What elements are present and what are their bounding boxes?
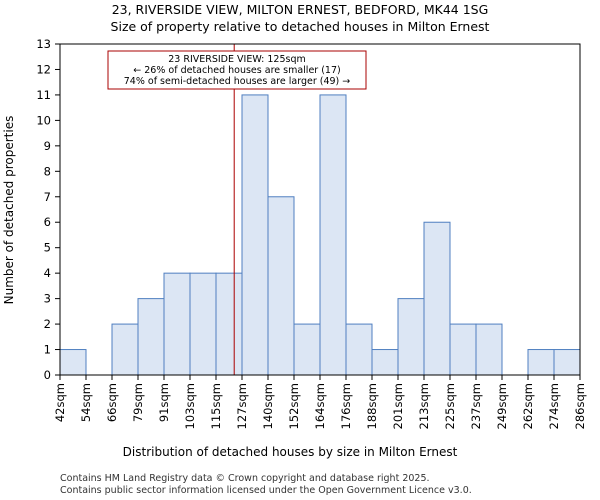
bar-262sqm xyxy=(527,349,555,376)
chart-title: 23, RIVERSIDE VIEW, MILTON ERNEST, BEDFO… xyxy=(112,2,489,17)
x-tick-label: 249sqm xyxy=(495,383,509,429)
y-tick-label: 8 xyxy=(44,164,51,178)
bar-103sqm xyxy=(189,272,217,376)
x-tick-label: 237sqm xyxy=(469,383,483,429)
x-tick-label: 115sqm xyxy=(209,383,223,429)
bar-152sqm xyxy=(293,323,321,376)
bar-79sqm xyxy=(137,298,165,376)
annotation-line-3: 74% of semi-detached houses are larger (… xyxy=(124,76,351,87)
y-tick-label: 5 xyxy=(44,241,51,255)
annotation-box: 23 RIVERSIDE VIEW: 125sqm ← 26% of detac… xyxy=(107,50,367,90)
bar-188sqm xyxy=(371,349,399,376)
x-tick-label: 262sqm xyxy=(521,383,535,429)
bar-66sqm xyxy=(111,323,139,376)
bars-group xyxy=(59,94,581,376)
bar-164sqm xyxy=(319,94,347,376)
bar-274sqm xyxy=(553,349,581,376)
y-tick-label: 3 xyxy=(44,292,51,306)
y-tick-label: 13 xyxy=(36,37,51,51)
x-tick-label: 225sqm xyxy=(443,383,457,429)
y-axis-label: Number of detached properties xyxy=(2,116,16,305)
y-tick-label: 4 xyxy=(44,266,51,280)
bar-201sqm xyxy=(397,298,425,376)
x-tick-label: 42sqm xyxy=(53,383,67,422)
x-tick-label: 164sqm xyxy=(313,383,327,429)
footer-line-1: Contains HM Land Registry data © Crown c… xyxy=(60,473,430,484)
x-tick-label: 188sqm xyxy=(365,383,379,429)
bar-176sqm xyxy=(345,323,373,376)
bar-115sqm xyxy=(215,272,243,376)
footer-line-2: Contains public sector information licen… xyxy=(60,485,472,496)
x-tick-label: 79sqm xyxy=(131,383,145,422)
x-tick-label: 201sqm xyxy=(391,383,405,429)
bar-213sqm xyxy=(423,221,451,376)
x-tick-label: 66sqm xyxy=(105,383,119,422)
y-tick-label: 12 xyxy=(36,62,51,76)
x-tick-label: 91sqm xyxy=(157,383,171,422)
bar-140sqm xyxy=(267,196,295,376)
x-tick-label: 176sqm xyxy=(339,383,353,429)
annotation-line-2: ← 26% of detached houses are smaller (17… xyxy=(133,65,340,76)
x-tick-label: 103sqm xyxy=(183,383,197,429)
bar-127sqm xyxy=(241,94,269,376)
x-axis-ticks: 42sqm 54sqm 66sqm 79sqm 91sqm 103sqm 115sqm 127… xyxy=(53,375,587,429)
x-tick-label: 274sqm xyxy=(547,383,561,429)
y-tick-label: 9 xyxy=(44,139,51,153)
y-tick-label: 0 xyxy=(44,368,51,382)
y-tick-label: 2 xyxy=(44,317,51,331)
bar-91sqm xyxy=(163,272,191,376)
x-tick-label: 152sqm xyxy=(287,383,301,429)
bar-237sqm xyxy=(475,323,503,376)
chart-subtitle: Size of property relative to detached ho… xyxy=(111,19,490,34)
x-tick-label: 54sqm xyxy=(79,383,93,422)
x-tick-label: 140sqm xyxy=(261,383,275,429)
annotation-line-1: 23 RIVERSIDE VIEW: 125sqm xyxy=(168,54,306,65)
x-axis-label: Distribution of detached houses by size … xyxy=(123,445,458,459)
y-tick-label: 6 xyxy=(44,215,51,229)
x-tick-label: 286sqm xyxy=(573,383,587,429)
bar-42sqm xyxy=(59,349,87,376)
x-tick-label: 213sqm xyxy=(417,383,431,429)
y-tick-label: 10 xyxy=(36,113,51,127)
y-tick-label: 7 xyxy=(44,190,51,204)
bar-225sqm xyxy=(449,323,477,376)
y-tick-label: 11 xyxy=(36,88,51,102)
x-tick-label: 127sqm xyxy=(235,383,249,429)
annotation-frame xyxy=(107,50,367,90)
y-tick-label: 1 xyxy=(44,343,51,357)
